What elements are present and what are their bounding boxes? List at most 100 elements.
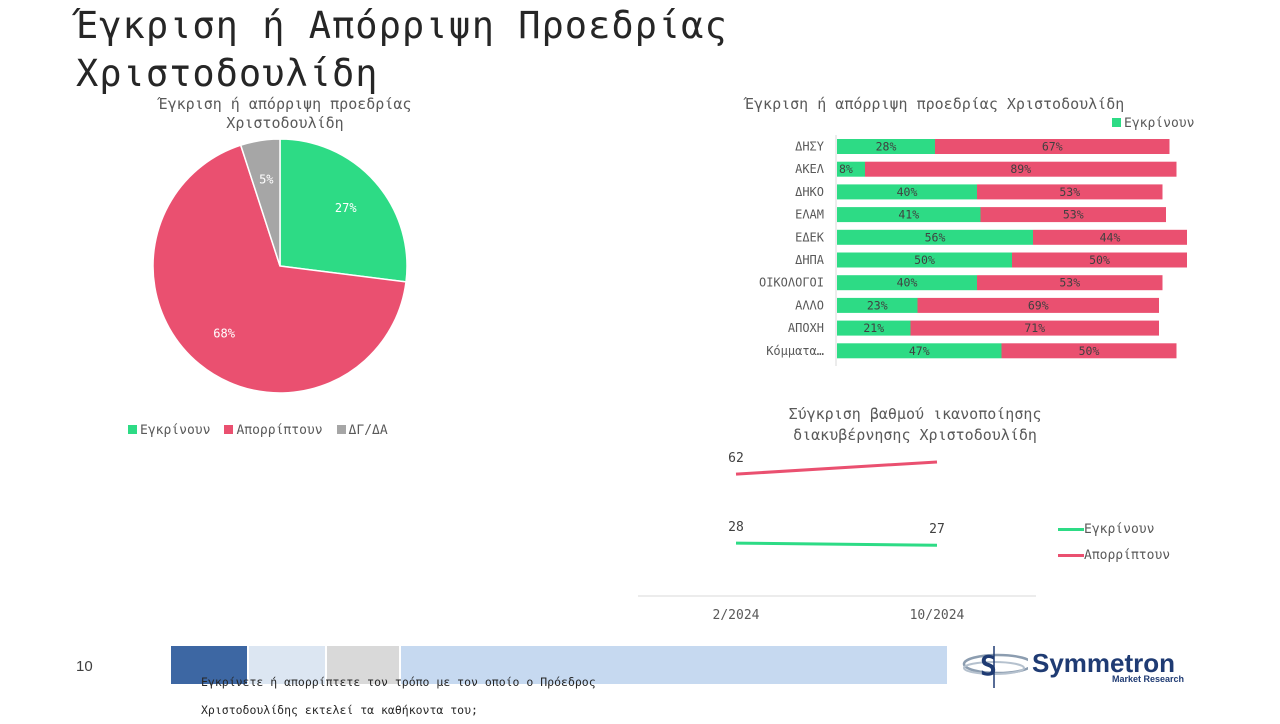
bar-data-label: 41% (898, 208, 919, 222)
pie-slice-1 (152, 144, 407, 394)
line-data-label: 62 (728, 451, 744, 466)
logo-name: Symmetron (1032, 648, 1176, 678)
bar-segment-reject (1033, 229, 1187, 245)
bar-data-label: 56% (925, 230, 946, 244)
bar-legend-label: Εγκρίνουν (1124, 116, 1195, 131)
pie-title-line2: Χριστοδουλίδη (226, 114, 344, 132)
bar-segment-reject (977, 275, 1163, 291)
line-title-line2: διακυβέρνησης Χριστοδουλίδη (793, 426, 1037, 444)
line-data-label: 68 (929, 450, 945, 454)
bar-segment-approve (837, 252, 1012, 268)
bar-segment-reject (910, 320, 1159, 336)
bar-segment-approve (837, 161, 865, 177)
pie-slice-0 (279, 138, 408, 283)
bar-segment-reject (865, 161, 1177, 177)
line-legend-reject: Απορρίπτουν (1058, 543, 1170, 569)
bar-segment-approve (837, 320, 911, 336)
symmetron-logo: S Symmetron Market Research (958, 644, 1198, 690)
bar-data-label: 50% (914, 253, 935, 267)
bar-data-label: 40% (897, 276, 918, 290)
line-title-line1: Σύγκριση βαθμού ικανοποίησης (788, 405, 1042, 423)
bar-segment-reject (977, 184, 1163, 200)
bar-segment-reject (917, 297, 1159, 313)
bar-category-label: ΔΗΠΑ (795, 253, 825, 267)
pie-legend-reject: Απορρίπτουν (224, 423, 323, 438)
line-data-label: 27 (929, 522, 945, 537)
line-series-0 (735, 541, 938, 547)
bar-segment-reject (1001, 343, 1177, 359)
bar-data-label: 53% (1059, 276, 1080, 290)
bar-data-label: 53% (1059, 185, 1080, 199)
legend-swatch-icon (224, 425, 234, 434)
bar-category-label: Κόμματα… (766, 344, 824, 358)
line-x-tick-label: 10/2024 (910, 608, 965, 623)
bar-category-label: ΔΗΣΥ (795, 140, 825, 154)
bar-data-label: 23% (867, 298, 888, 312)
pie-legend-label: Απορρίπτουν (236, 423, 323, 438)
pie-slice-2 (239, 138, 281, 267)
bar-segment-approve (837, 297, 918, 313)
bar-data-label: 69% (1028, 298, 1049, 312)
pie-title: Έγκριση ή απόρριψη προεδρίας Χριστοδουλί… (120, 95, 450, 133)
bar-category-label: ΑΠΟΧΗ (788, 321, 824, 335)
bar-data-label: 50% (1079, 344, 1100, 358)
pie-legend-approve: Εγκρίνουν (128, 423, 210, 438)
bar-chart: ΔΗΣΥ 28% 67% ΑΚΕΛ 8% 89% ΔΗΚΟ 40% 53% ΕΛΑΜ 41% 53% Ε… (759, 135, 1187, 366)
legend-line-icon (1058, 554, 1084, 557)
bar-category-label: ΑΚΕΛ (795, 162, 825, 176)
bar-data-label: 8% (839, 162, 853, 176)
pie-legend-label: ΔΓ/ΔΑ (348, 423, 388, 438)
bar-data-label: 44% (1100, 230, 1121, 244)
footer-bar-seg-blue (401, 646, 947, 684)
line-data-label: 28 (728, 520, 744, 535)
footer-bar (171, 646, 947, 684)
bar-segment-approve (837, 207, 981, 223)
pie-title-line1: Έγκριση ή απόρριψη προεδρίας (158, 95, 412, 113)
legend-swatch-icon (1112, 118, 1121, 127)
footer-bar-seg-dark (171, 646, 247, 684)
footer-question: Εγκρίνετε ή απορρίπτετε τον τρόπο με τον… (201, 668, 596, 724)
bar-data-label: 89% (1010, 162, 1031, 176)
bar-title: Έγκριση ή απόρριψη προεδρίας Χριστοδουλί… (745, 95, 1125, 113)
line-legend: Εγκρίνουν Απορρίπτουν (1058, 517, 1170, 569)
pie-legend-dk: ΔΓ/ΔΑ (336, 423, 388, 438)
legend-line-icon (1058, 528, 1084, 531)
bar-legend: Εγκρίνουν (1112, 116, 1194, 131)
bar-segment-approve (837, 184, 977, 200)
legend-swatch-icon (128, 425, 137, 434)
bar-segment-approve (837, 229, 1033, 245)
pie-legend-label: Εγκρίνουν (140, 423, 211, 438)
symmetron-swoosh-icon: S (962, 646, 1028, 688)
line-title: Σύγκριση βαθμού ικανοποίησης διακυβέρνησ… (745, 404, 1085, 446)
footer-bar-seg-grey (327, 646, 399, 684)
bar-data-label: 50% (1089, 253, 1110, 267)
line-legend-label: Εγκρίνουν (1084, 522, 1155, 537)
bar-data-label: 40% (897, 185, 918, 199)
page-number: 10 (76, 658, 93, 675)
line-chart: 28 27 62 68 2/2024 10/2024 (638, 450, 1036, 623)
pie-legend: Εγκρίνουν Απορρίπτουν ΔΓ/ΔΑ (128, 423, 388, 438)
line-x-tick-label: 2/2024 (713, 608, 760, 623)
bar-data-label: 28% (876, 140, 897, 154)
bar-data-label: 67% (1042, 140, 1063, 154)
bar-segment-reject (980, 207, 1166, 223)
bar-segment-approve (837, 343, 1002, 359)
footer-question-line1: Εγκρίνετε ή απορρίπτετε τον τρόπο με τον… (201, 675, 596, 689)
bar-category-label: ΑΛΛΟ (795, 298, 824, 312)
line-series-1 (735, 460, 938, 476)
bar-category-label: ΟΙΚΟΛΟΓΟΙ (759, 276, 824, 290)
bar-category-label: ΔΗΚΟ (795, 185, 824, 199)
line-legend-approve: Εγκρίνουν (1058, 517, 1170, 543)
footer-bar-seg-light (249, 646, 325, 684)
svg-text:S: S (980, 649, 997, 682)
bar-category-label: ΕΔΕΚ (795, 230, 825, 244)
bar-legend-approve: Εγκρίνουν (1112, 116, 1194, 131)
bar-data-label: 47% (909, 344, 930, 358)
bar-segment-reject (1012, 252, 1187, 268)
bar-category-label: ΕΛΑΜ (795, 208, 824, 222)
bar-segment-approve (837, 275, 977, 291)
pie-data-label: 27% (335, 201, 357, 215)
bar-segment-approve (837, 139, 935, 154)
pie-data-label: 68% (213, 327, 235, 341)
legend-swatch-icon (336, 425, 346, 434)
